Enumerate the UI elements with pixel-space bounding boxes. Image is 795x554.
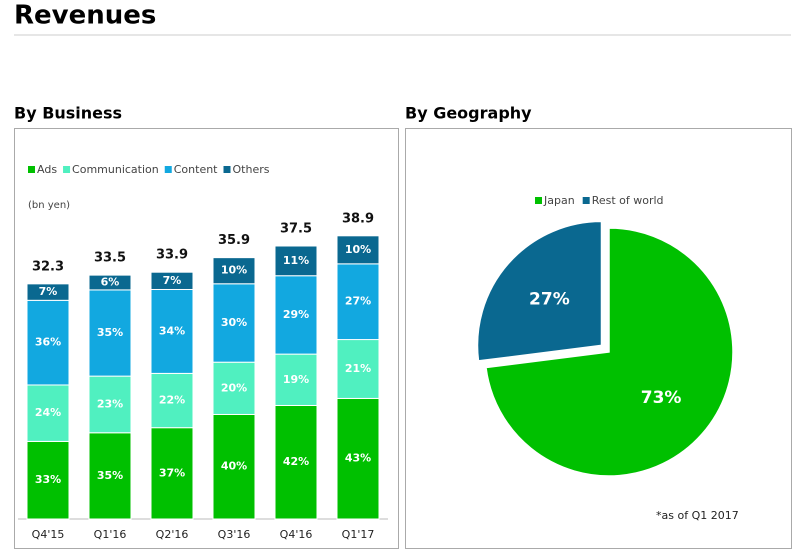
legend-swatch <box>535 197 542 204</box>
legend-swatch <box>63 166 71 173</box>
bar-segment <box>26 299 70 386</box>
data-label: 11% <box>283 254 309 267</box>
total-label: 33.5 <box>94 251 126 266</box>
data-label: 42% <box>283 455 309 468</box>
note: *as of Q1 2017 <box>656 509 739 522</box>
data-label: 27% <box>529 289 570 309</box>
data-label: 10% <box>345 243 371 256</box>
legend-swatch <box>28 166 35 173</box>
bar-segment <box>336 263 380 341</box>
chart-frame <box>405 128 792 549</box>
legend-label: Communication <box>72 163 159 176</box>
bar-segment <box>274 353 318 406</box>
data-label: 24% <box>35 406 61 419</box>
x-tick-label: Q1'16 <box>94 528 127 541</box>
data-label: 34% <box>159 324 185 337</box>
pie-slice <box>476 220 603 362</box>
data-label: 36% <box>35 336 61 349</box>
bar-segment <box>274 404 318 520</box>
data-label: 73% <box>641 388 682 408</box>
bar-segment <box>274 275 318 355</box>
legend-swatch <box>582 197 590 204</box>
bar-segment <box>212 361 256 415</box>
data-label: 22% <box>159 394 185 407</box>
data-label: 21% <box>345 362 371 375</box>
bar-segment <box>212 283 256 363</box>
data-label: 35% <box>97 326 123 339</box>
data-label: 40% <box>221 460 247 473</box>
x-tick-label: Q1'17 <box>342 528 375 541</box>
data-label: 7% <box>163 274 182 287</box>
legend-swatch <box>223 166 231 173</box>
data-label: 33% <box>35 473 61 486</box>
chart-title: By Geography <box>405 104 532 123</box>
x-tick-label: Q2'16 <box>156 528 189 541</box>
data-label: 27% <box>345 295 371 308</box>
data-label: 29% <box>283 308 309 321</box>
page-title: Revenues <box>14 1 156 31</box>
total-label: 33.9 <box>156 248 188 263</box>
chart-title: By Business <box>14 104 122 123</box>
bar-segment <box>212 413 256 520</box>
data-label: 7% <box>39 285 58 298</box>
data-label: 10% <box>221 264 247 277</box>
bar-segment <box>336 397 380 520</box>
bar-segment <box>150 271 194 290</box>
data-label: 6% <box>101 276 120 289</box>
total-label: 32.3 <box>32 259 64 274</box>
bar-segment <box>26 384 70 442</box>
x-tick-label: Q4'16 <box>280 528 313 541</box>
data-label: 43% <box>345 452 371 465</box>
bar-segment <box>212 257 256 285</box>
x-tick-label: Q4'15 <box>32 528 65 541</box>
data-label: 30% <box>221 316 247 329</box>
legend-label: Japan <box>543 194 575 207</box>
bar-segment <box>88 274 132 291</box>
data-label: 23% <box>97 397 123 410</box>
legend-label: Ads <box>37 163 57 176</box>
bar-segment <box>336 235 380 265</box>
total-label: 35.9 <box>218 233 250 248</box>
pie-slice <box>485 227 734 477</box>
bar-segment <box>26 283 70 301</box>
bar-segment <box>274 245 318 277</box>
data-label: 37% <box>159 466 185 479</box>
data-label: 20% <box>221 381 247 394</box>
x-tick-label: Q3'16 <box>218 528 251 541</box>
legend-label: Rest of world <box>592 194 664 207</box>
data-label: 35% <box>97 469 123 482</box>
legend-swatch <box>164 166 172 173</box>
unit-label: (bn yen) <box>28 200 70 211</box>
chart-frame <box>14 128 399 549</box>
bar-segment <box>150 427 194 520</box>
bar-segment <box>26 440 70 520</box>
total-label: 37.5 <box>280 222 312 237</box>
data-label: 19% <box>283 373 309 386</box>
bar-segment <box>150 288 194 374</box>
total-label: 38.9 <box>342 211 374 226</box>
legend-label: Content <box>174 163 218 176</box>
bar-segment <box>88 289 132 377</box>
legend-label: Others <box>233 163 270 176</box>
bar-segment <box>336 339 380 399</box>
